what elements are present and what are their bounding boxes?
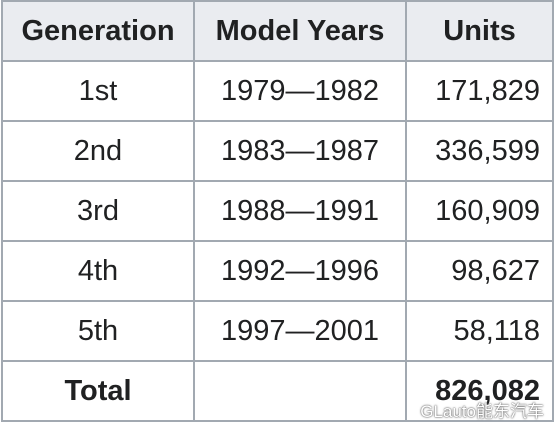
total-value: 826,082 (405, 360, 554, 422)
header-row: Generation Model Years Units (1, 0, 554, 62)
header-cell: Model Years (193, 0, 407, 62)
table-cell: 1997—2001 (193, 300, 407, 362)
table-row: 1st 1979—1982 171,829 (1, 60, 554, 122)
table-cell: 4th (1, 240, 195, 302)
table-row: 5th 1997—2001 58,118 (1, 300, 554, 362)
header-cell: Units (405, 0, 554, 62)
table-cell: 3rd (1, 180, 195, 242)
table-cell: 1979—1982 (193, 60, 407, 122)
data-table: Generation Model Years Units 1st 1979—198… (1, 0, 554, 422)
table-cell: 1983—1987 (193, 120, 407, 182)
table-cell: 58,118 (405, 300, 554, 362)
table-row: 3rd 1988—1991 160,909 (1, 180, 554, 242)
table-body: 1st 1979—1982 171,829 2nd 1983—1987 336,599 3r… (1, 60, 554, 422)
table-cell: 1st (1, 60, 195, 122)
total-label: Total (1, 360, 195, 422)
table-row: 2nd 1983—1987 336,599 (1, 120, 554, 182)
header-cell: Generation (1, 0, 195, 62)
table-cell: 2nd (1, 120, 195, 182)
total-row: Total 826,082 (1, 360, 554, 422)
table-row: 4th 1992—1996 98,627 (1, 240, 554, 302)
watermark: GLauto能东汽车 (420, 402, 544, 421)
table-cell: 5th (1, 300, 195, 362)
table-cell: 1988—1991 (193, 180, 407, 242)
table-cell: 1992—1996 (193, 240, 407, 302)
empty-cell (193, 360, 407, 422)
table-cell: 98,627 (405, 240, 554, 302)
table-cell: 336,599 (405, 120, 554, 182)
table-cell: 171,829 (405, 60, 554, 122)
table-cell: 160,909 (405, 180, 554, 242)
